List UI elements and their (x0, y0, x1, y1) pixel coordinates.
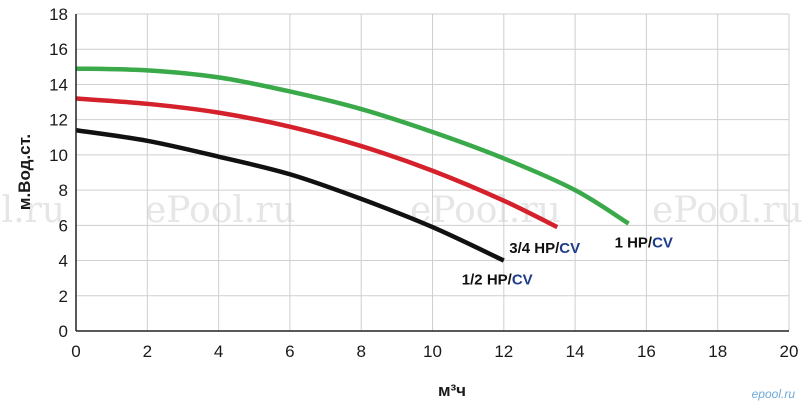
y-tick-label: 18 (49, 5, 68, 24)
x-axis-title: м³ч (438, 381, 466, 400)
x-tick-label: 2 (143, 342, 152, 361)
x-tick-label: 14 (566, 342, 585, 361)
brand-logo: epool.ru (752, 387, 796, 401)
y-tick-label: 0 (59, 322, 68, 341)
x-tick-label: 20 (780, 342, 799, 361)
watermark: ePool.ru (145, 190, 296, 231)
series-line (75, 128, 505, 263)
x-tick-label: 12 (494, 342, 513, 361)
x-tick-label: 16 (637, 342, 656, 361)
watermark: ePool.ru (652, 190, 803, 231)
x-tick-label: 4 (214, 342, 223, 361)
series-layer (75, 66, 630, 263)
watermark: ol.ru (0, 190, 65, 231)
y-tick-label: 2 (59, 287, 68, 306)
watermark: ePool.ru (410, 190, 561, 231)
y-tick-label: 4 (59, 252, 68, 271)
y-tick-label: 16 (49, 40, 68, 59)
x-tick-label: 6 (285, 342, 294, 361)
x-tick-label: 8 (356, 342, 365, 361)
series-labels: 1 HP/CV 3/4 HP/CV 1/2 HP/CV (462, 235, 673, 289)
y-axis-title: м.Вод.ст. (15, 134, 34, 210)
series-label: 1 HP/CV (615, 235, 673, 252)
y-tick-label: 8 (59, 181, 68, 200)
x-tick-label: 18 (708, 342, 727, 361)
y-tick-label: 6 (59, 216, 68, 235)
y-tick-label: 14 (49, 75, 68, 94)
x-tick-label: 0 (71, 342, 80, 361)
y-tick-label: 10 (49, 146, 68, 165)
series-label: 1/2 HP/CV (462, 272, 533, 289)
y-axis-ticks: 0 2 4 6 8 10 12 14 16 18 (49, 5, 68, 341)
x-tick-label: 10 (423, 342, 442, 361)
series-line (75, 66, 630, 226)
y-tick-label: 12 (49, 111, 68, 130)
series-line (75, 96, 559, 230)
watermark-layer: ol.ru ePool.ru ePool.ru ePool.ru (0, 190, 803, 231)
series-label: 3/4 HP/CV (509, 240, 580, 257)
x-axis-ticks: 0 2 4 6 8 10 12 14 16 18 20 (71, 342, 798, 361)
axes (75, 14, 789, 332)
